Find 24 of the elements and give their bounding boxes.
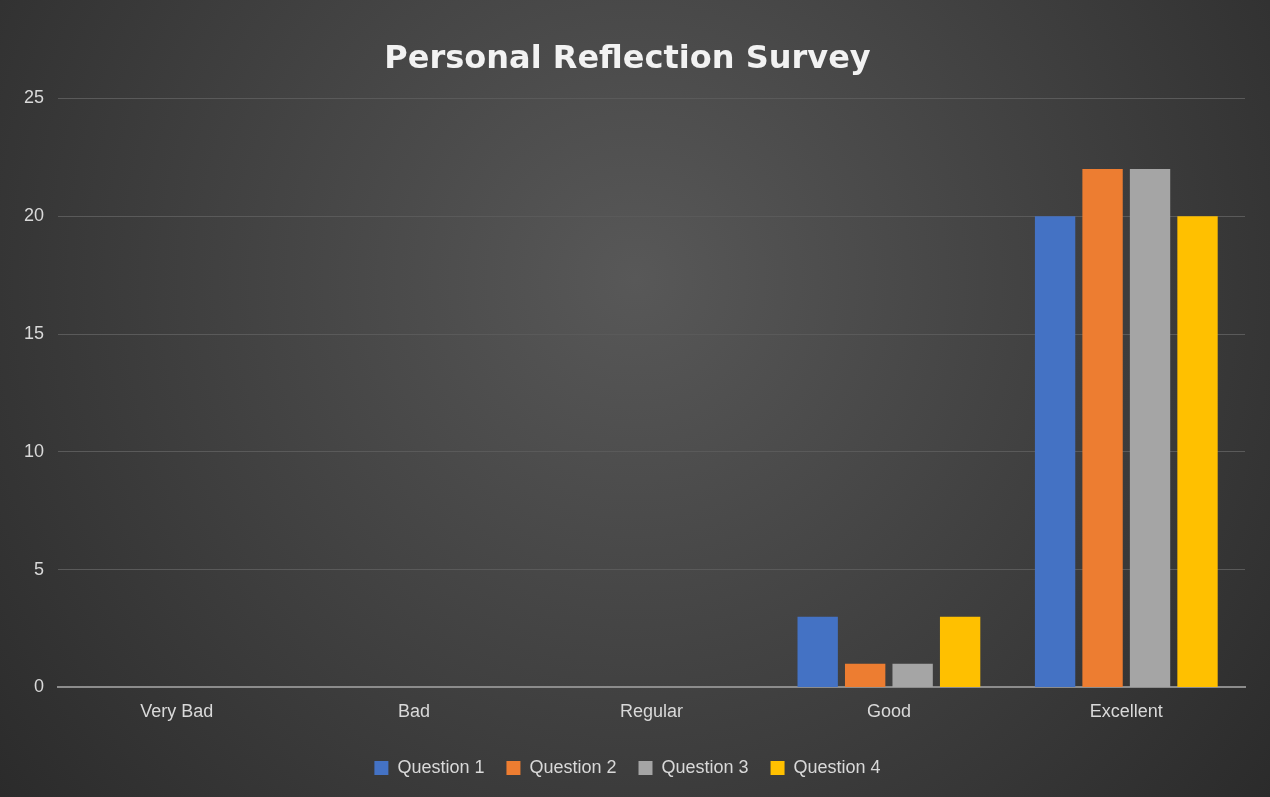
legend-label: Question 1 <box>397 756 485 777</box>
y-tick-label: 25 <box>23 87 45 108</box>
x-tick-label: Excellent <box>1089 701 1163 722</box>
x-tick-label: Regular <box>619 701 684 722</box>
bar <box>892 663 933 687</box>
x-tick-label: Very Bad <box>140 701 214 722</box>
x-tick-label: Good <box>866 701 911 722</box>
chart-title: Personal Reflection Survey <box>384 37 871 76</box>
y-tick-label: 0 <box>34 676 45 697</box>
bar <box>939 616 981 687</box>
bar <box>844 663 886 687</box>
bar <box>1177 216 1218 687</box>
y-tick-label: 10 <box>23 440 45 461</box>
legend-label: Question 3 <box>661 756 749 777</box>
legend-label: Question 4 <box>793 756 881 777</box>
bar <box>797 616 838 687</box>
y-tick-label: 15 <box>23 322 45 343</box>
y-tick-label: 5 <box>34 558 45 579</box>
legend-label: Question 2 <box>529 756 617 777</box>
bar <box>1129 169 1171 687</box>
y-tick-label: 20 <box>23 205 45 226</box>
x-tick-label: Bad <box>398 701 431 722</box>
bar <box>1082 169 1123 687</box>
bar <box>1034 216 1076 687</box>
